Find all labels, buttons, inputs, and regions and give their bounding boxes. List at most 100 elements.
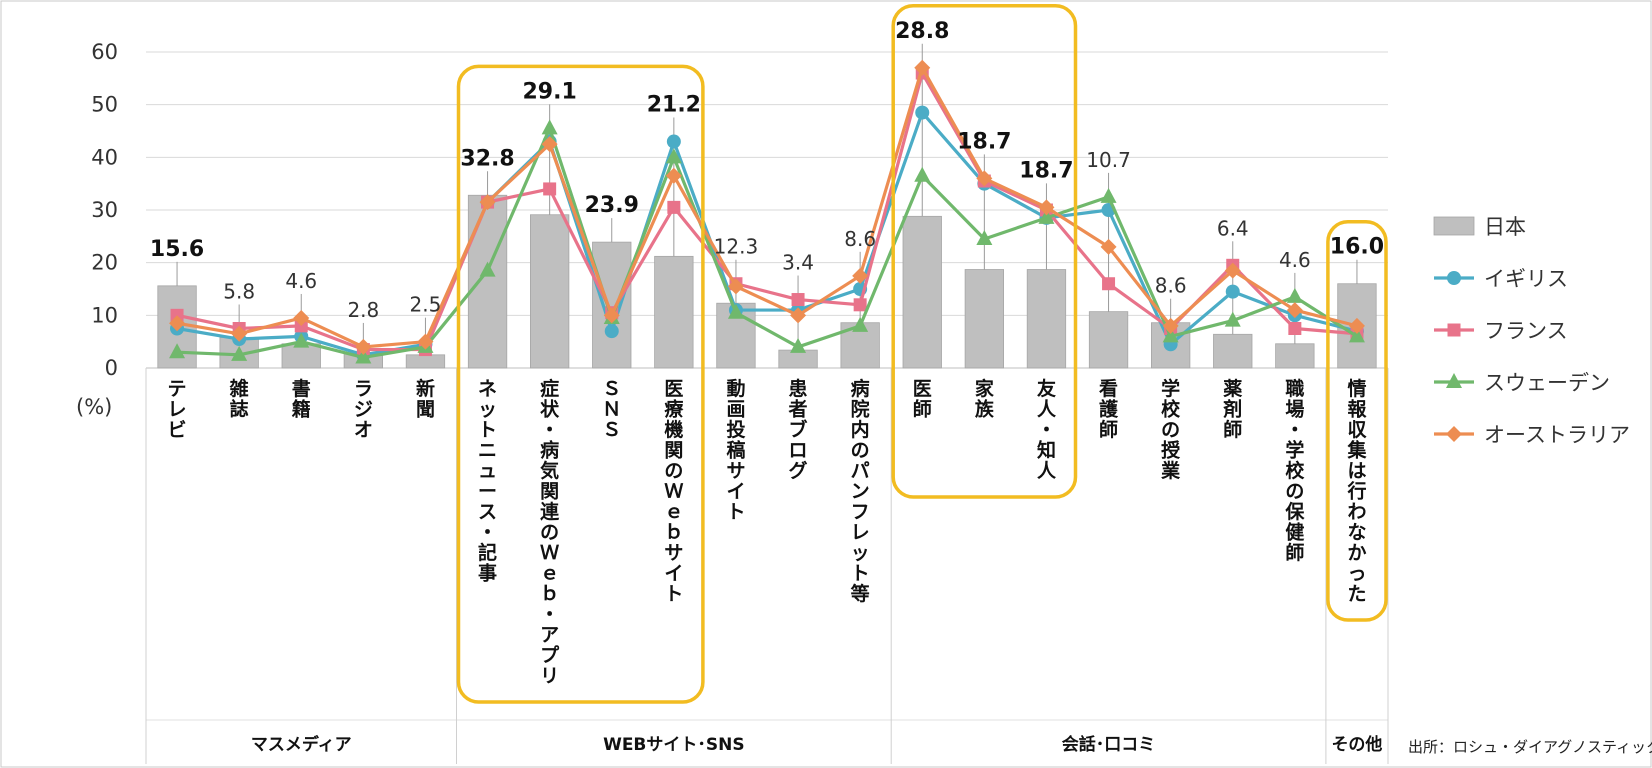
category-label-char: 行 xyxy=(1346,480,1366,503)
bar-japan xyxy=(281,343,321,369)
category-label-char: わ xyxy=(1347,501,1366,523)
category-label-char: Ｎ xyxy=(602,399,621,421)
bar-japan xyxy=(902,215,942,369)
category-label-char: 内 xyxy=(851,418,870,441)
series-marker xyxy=(852,316,869,332)
bar-data-label: 8.6 xyxy=(1155,274,1187,298)
y-axis-ticks: 0 10 20 30 40 50 60 xyxy=(91,40,118,380)
legend-entry: イギリス xyxy=(1434,267,1568,291)
category-label-char: 画 xyxy=(726,399,745,421)
series-marker xyxy=(665,167,682,184)
group-label: 会話･口コミ xyxy=(1062,734,1156,755)
category-label-char: ッ xyxy=(851,542,870,564)
bar-data-label: 18.7 xyxy=(957,129,1011,154)
series-marker xyxy=(479,261,496,277)
bar-data-label: 8.6 xyxy=(844,227,876,251)
series-marker xyxy=(231,345,248,361)
category-label: テレビ xyxy=(168,378,187,441)
category-label-char: 業 xyxy=(1160,459,1181,482)
y-tick-label: 50 xyxy=(91,93,118,117)
category-label-char: 動 xyxy=(726,378,745,400)
category-label-char: 学 xyxy=(1285,439,1304,462)
category-label-char: 師 xyxy=(1223,418,1242,441)
category-label-char: ・ xyxy=(1037,419,1056,441)
category-label: 家族 xyxy=(975,377,995,421)
category-label-char: ン xyxy=(851,481,870,503)
category-label-char: 医 xyxy=(913,378,932,400)
category-label-char: 知 xyxy=(1037,439,1056,462)
category-label-char: 療 xyxy=(664,398,684,421)
category-label-char: ラ xyxy=(354,378,373,400)
series-marker xyxy=(604,324,619,339)
category-label-char: の xyxy=(851,440,870,462)
legend-entry: フランス xyxy=(1434,319,1568,343)
series-marker xyxy=(1038,199,1055,216)
category-label: 書籍 xyxy=(292,378,311,421)
bar-japan xyxy=(592,241,632,369)
line-series-diamond xyxy=(169,59,1365,355)
bar-data-label: 29.1 xyxy=(523,79,577,104)
category-label-char: 師 xyxy=(913,398,932,421)
bar-japan xyxy=(964,269,1005,369)
category-label-char: 報 xyxy=(1347,398,1367,421)
category-label-char: 投 xyxy=(726,418,745,441)
category-label-char: テ xyxy=(168,378,187,400)
series-marker xyxy=(603,307,620,324)
category-label-char: 学 xyxy=(1161,377,1180,400)
category-label-char: ュ xyxy=(478,460,497,482)
legend-marker xyxy=(1447,271,1461,285)
category-label-char: か xyxy=(1347,542,1366,564)
category-label-char: 職 xyxy=(1285,377,1304,400)
highlight-box xyxy=(1326,219,1388,622)
series-marker xyxy=(1225,284,1240,299)
series-marker xyxy=(355,338,372,355)
series-marker xyxy=(1102,277,1116,291)
category-label-char: レ xyxy=(168,399,187,421)
category-label-char: 聞 xyxy=(416,399,435,421)
category-label-char: 校 xyxy=(1161,398,1181,421)
bar-japan xyxy=(529,214,570,369)
category-label-char: ロ xyxy=(789,440,808,462)
category-label-char: 機 xyxy=(664,418,683,441)
category-label: 薬剤師 xyxy=(1222,377,1242,441)
series-marker xyxy=(665,148,682,164)
category-label-char: ニ xyxy=(478,440,497,462)
y-tick-label: 0 xyxy=(105,356,118,380)
category-label-char: 護 xyxy=(1099,398,1119,421)
category-label-char: 薬 xyxy=(1222,377,1242,400)
category-label-char: 書 xyxy=(292,378,311,400)
category-groups: マスメディア WEBサイト･SNS 会話･口コミ その他 xyxy=(145,368,1389,764)
category-label-char: 授 xyxy=(1161,440,1181,462)
bar-data-label: 15.6 xyxy=(150,237,204,262)
bar-japan xyxy=(467,194,508,369)
legend-entry: スウェーデン xyxy=(1434,371,1610,395)
bar-data-labels: 15.6 5.8 4.6 2.8 2.5 32.8 29.1 23.9 21.2 12.3 3.4 8… xyxy=(150,19,1384,322)
category-label-char: 籍 xyxy=(292,398,311,421)
y-tick-label: 10 xyxy=(91,303,118,327)
category-label-char: 記 xyxy=(478,541,497,564)
series-marker xyxy=(1224,311,1241,327)
legend-marker xyxy=(1446,373,1462,388)
legend-label: オーストラリア xyxy=(1484,423,1630,447)
y-tick-label: 20 xyxy=(91,251,118,275)
series-line xyxy=(176,66,1358,349)
y-tick-label: 40 xyxy=(91,145,118,169)
category-label-char: ト xyxy=(726,501,745,523)
category-label-char: 情 xyxy=(1347,377,1366,400)
series-line xyxy=(176,71,1358,352)
bar-data-label: 12.3 xyxy=(714,235,759,259)
bar-data-label: 18.7 xyxy=(1019,158,1073,183)
category-label-char: フ xyxy=(851,501,870,523)
bar-japan xyxy=(654,255,694,369)
category-label-char: 師 xyxy=(1285,541,1304,564)
bar-data-label: 21.2 xyxy=(647,93,701,118)
y-axis-unit-label: (%) xyxy=(76,395,112,419)
category-label-char: ト xyxy=(851,563,870,585)
